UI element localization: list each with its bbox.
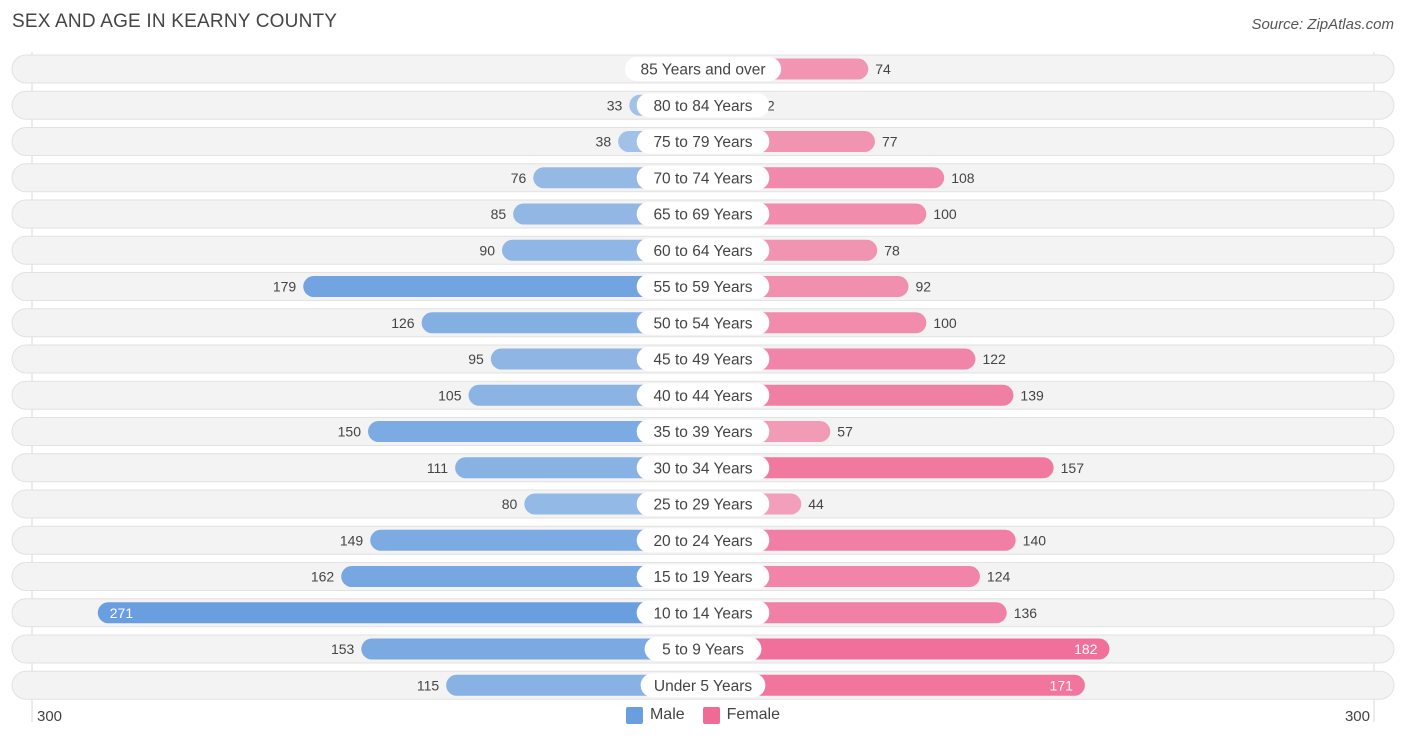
female-value-label: 124 [987,569,1011,585]
male-value-label: 33 [607,97,623,113]
category-label: 35 to 39 Years [653,424,752,441]
male-value-label: 85 [491,206,507,222]
female-value-label: 74 [875,61,891,77]
male-bar [97,602,716,624]
category-label: 30 to 34 Years [653,460,752,477]
male-value-label: 95 [468,351,484,367]
male-value-label: 179 [273,279,297,295]
male-bar [361,638,715,660]
female-value-label: 171 [1050,677,1074,693]
category-label: 50 to 54 Years [653,315,752,332]
male-bar [303,276,715,297]
female-value-label: 139 [1020,387,1044,403]
female-value-label: 182 [1074,641,1098,657]
category-pill [636,165,770,190]
category-label: 5 to 9 Years [662,642,744,659]
male-value-label: 105 [438,387,462,403]
male-value-label: 149 [340,532,364,548]
male-value-label: 126 [391,315,415,331]
female-value-label: 157 [1061,460,1085,476]
category-pill [624,57,782,81]
legend-item-female[interactable]: Female [702,706,781,724]
category-pill [636,383,770,408]
source-credit: Source: ZipAtlas.com [1251,16,1394,33]
category-label: 85 Years and over [641,62,766,79]
category-pill [636,93,770,118]
female-value-label: 136 [1014,605,1038,621]
category-pill [636,600,770,625]
category-pill [636,528,770,553]
category-pill [636,274,770,299]
male-bar [341,566,715,587]
male-value-label: 153 [331,641,355,657]
male-value-label: 162 [311,569,335,585]
category-pill [636,347,770,371]
category-label: 75 to 79 Years [653,134,752,151]
x-axis-right-max: 300 [1344,708,1370,725]
female-value-label: 78 [884,242,900,258]
category-pill [636,202,770,226]
male-value-label: 150 [338,424,362,440]
category-label: 55 to 59 Years [653,279,752,296]
male-value-label: 80 [502,496,518,512]
category-label: 60 to 64 Years [653,243,752,260]
category-pill [636,564,770,589]
male-value-label: 38 [596,134,612,150]
male-value-label: 76 [511,170,527,186]
legend-item-male[interactable]: Male [625,706,685,724]
legend-swatch-female [702,706,720,724]
female-value-label: 77 [882,134,898,150]
legend-swatch-male [625,706,643,724]
legend-label-female: Female [726,706,781,723]
male-bar [368,421,715,442]
male-bar [370,529,715,551]
male-value-label: 271 [110,605,134,621]
female-value-label: 108 [951,170,975,186]
female-value-label: 122 [982,351,1006,367]
category-label: 10 to 14 Years [653,605,752,622]
chart-legend: Male Female [0,706,1406,724]
category-label: 80 to 84 Years [653,98,752,115]
male-value-label: 115 [417,677,440,693]
category-label: 20 to 24 Years [653,533,752,550]
category-pill [636,310,770,335]
chart-title: SEX AND AGE IN KEARNY COUNTY [12,11,338,32]
category-pill [636,455,770,480]
category-label: 45 to 49 Years [653,352,752,369]
female-value-label: 100 [933,206,957,222]
male-value-label: 111 [427,460,448,476]
female-value-label: 57 [837,424,853,440]
female-bar [691,674,1085,696]
male-value-label: 90 [479,242,495,258]
category-label: Under 5 Years [654,678,752,695]
female-bar [691,384,1014,406]
category-pill [636,238,770,263]
x-axis-left-max: 300 [37,708,63,725]
category-pill [636,419,770,444]
category-label: 25 to 29 Years [653,497,752,514]
female-value-label: 44 [808,496,824,512]
female-value-label: 140 [1023,532,1047,548]
female-bar [691,529,1016,551]
category-label: 65 to 69 Years [653,207,752,224]
female-bar [691,638,1110,660]
female-bar [691,457,1054,479]
female-value-label: 92 [915,279,931,295]
category-pill [644,637,762,661]
legend-label-male: Male [649,706,685,723]
female-bar [691,602,1007,624]
category-label: 15 to 19 Years [653,569,752,586]
category-pill [636,492,770,516]
category-pill [636,129,770,154]
category-pill [640,673,766,698]
female-value-label: 100 [933,315,957,331]
category-label: 40 to 44 Years [653,388,752,405]
category-label: 70 to 74 Years [653,170,752,187]
